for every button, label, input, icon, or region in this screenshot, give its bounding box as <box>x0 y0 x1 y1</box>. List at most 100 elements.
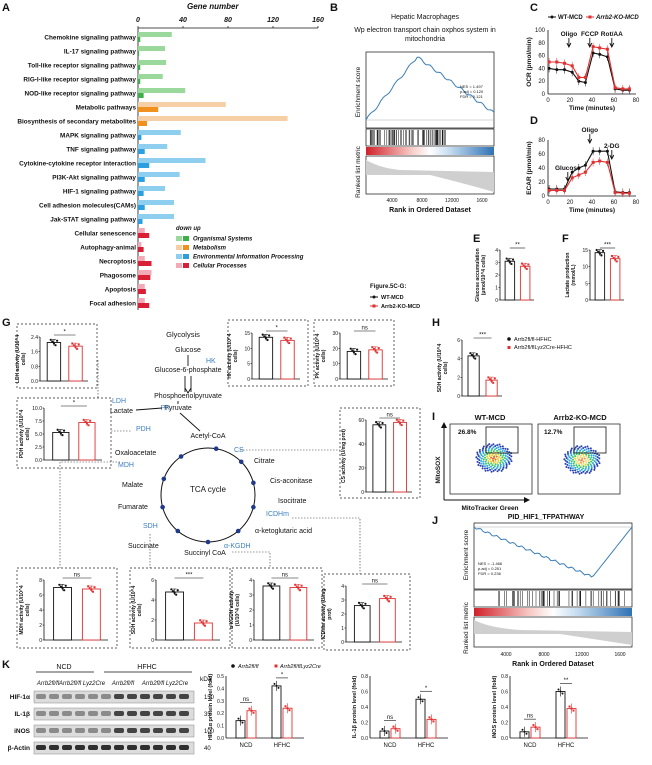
k-chart-datapoint <box>238 718 240 720</box>
panel-j-ylabel-bottom: Ranked list metric <box>463 601 470 653</box>
g-chart-1-datapoint <box>262 333 264 335</box>
panel-d-annot: Oligo <box>581 127 598 134</box>
panel-e-datapoint <box>506 257 508 259</box>
panel-h-datapoint <box>489 378 491 380</box>
k-blot-band <box>49 711 59 716</box>
g-chart-4-datapoint <box>378 425 380 427</box>
panel-i-flow-dot <box>480 463 482 465</box>
panel-a-legend-title: down up <box>176 226 201 232</box>
g-chart-1-datapoint <box>285 338 287 340</box>
panel-c-annot: Rot/AA <box>601 31 623 38</box>
panel-a-bar-up <box>138 74 163 79</box>
g-chart-8-datapoint <box>383 595 385 597</box>
panel-a-pathway-label: Cell adhesion molecules(CAMs) <box>39 203 136 210</box>
panel-a-bar-down <box>138 289 146 294</box>
panel-i-flow-dot <box>503 463 505 465</box>
panel-a-tick-label: 80 <box>224 17 232 24</box>
panel-a-bar-down <box>138 121 147 126</box>
panel-i-flow-dot <box>500 446 502 448</box>
k-chart-ytick: 0.2 <box>501 721 508 727</box>
panel-e-datapoint <box>523 264 525 266</box>
panel-i-flow-dot <box>507 456 509 458</box>
panel-i-flow-dot <box>497 464 499 466</box>
g-chart-0-ylabel-box: LDH activity (U/10^4 cells) <box>15 331 33 387</box>
g-chart-2-ylabel: PK activity (U/10^4 cells) <box>315 328 327 384</box>
panel-i-flow-dot <box>564 454 566 456</box>
panel-i-flow-dot <box>589 458 591 460</box>
panel-i-group-0: WT-MCD <box>475 413 506 422</box>
g-chart-3-bar <box>53 432 69 460</box>
panel-i-flow-dot <box>502 461 504 463</box>
panel-i-flow-dot <box>493 462 495 464</box>
panel-b-ylabel-bottom: Ranked list metric <box>355 145 362 197</box>
g-arrow-pyr-acetyl <box>180 413 200 431</box>
panel-i-flow-dot <box>585 464 587 466</box>
figure-legend-wt: WT-MCD <box>381 295 404 301</box>
k-blot-band <box>179 728 189 733</box>
panel-d-point <box>584 171 587 174</box>
k-chart-ytick: 0.6 <box>501 690 508 696</box>
panel-i-flow-dot <box>595 458 597 460</box>
panel-i-flow-dot <box>494 448 496 450</box>
panel-a-bar-down <box>138 37 140 42</box>
panel-i-flow-dot <box>506 463 508 465</box>
panel-a-pathway-label: Biosynthesis of secondary metabolites <box>17 119 136 126</box>
panel-a-bar-up <box>138 228 145 233</box>
g-chart-8-ytick: 4 <box>341 584 344 590</box>
panel-i-flow-dot <box>570 458 572 460</box>
panel-i-flow-dot <box>487 445 489 447</box>
g-tca-node <box>179 454 184 459</box>
panel-i-flow-dot <box>482 451 484 453</box>
panel-e-bar <box>520 266 530 300</box>
g-chart-7-datapoint <box>299 589 301 591</box>
panel-i-flow-dot <box>488 467 490 469</box>
panel-i-flow-dot <box>500 464 502 466</box>
panel-a-bar-up <box>138 116 288 121</box>
g-chart-0-datapoint <box>50 339 52 341</box>
panel-i-flow-dot <box>594 465 596 467</box>
panel-a-bar-up <box>138 214 174 219</box>
g-chart-8-ylabel: ICDHm activity (U/mg prot) <box>321 586 333 642</box>
panel-i-flow-dot <box>596 463 598 465</box>
panel-a-pathway-label: Focal adhesion <box>89 301 136 308</box>
g-chart-0-datapoint <box>78 343 80 345</box>
k-lane-2: Arrb2fl/fl <box>111 681 135 687</box>
panel-i-flow-dot <box>494 445 496 447</box>
g-chart-7-datapoint <box>294 584 296 586</box>
panel-e-ytick: 4 <box>495 248 498 254</box>
panel-i-flow-dot <box>594 467 596 469</box>
panel-i-flow-dot <box>580 445 582 447</box>
g-chart-3-datapoint <box>89 420 91 422</box>
panel-h-datapoint <box>469 352 471 354</box>
panel-i-flow-dot <box>588 450 590 452</box>
panel-c-ytick: 80 <box>538 41 545 47</box>
panel-a-pathway-label: Cellular senescence <box>75 231 137 238</box>
panel-f-datapoint <box>599 252 601 254</box>
panel-i-flow-dot <box>588 454 590 456</box>
g-lactate: Lactate <box>110 408 133 415</box>
g-chart-2-datapoint <box>354 353 356 355</box>
panel-c-ytick: 100 <box>535 28 546 34</box>
panel-i-flow-dot <box>580 466 582 468</box>
panel-i-flow-dot <box>586 458 588 460</box>
g-chart-0-datapoint <box>71 342 73 344</box>
k-chart-datapoint <box>429 716 431 718</box>
g-chart-6-datapoint <box>173 592 175 594</box>
panel-f-ytick: 10 <box>582 265 588 271</box>
panel-b-xtick: 4000 <box>386 198 397 204</box>
panel-i: I WT-MCD Arrb2-KO-MCD 26.8% 12.7% MitoSO… <box>432 411 620 512</box>
k-chart-datapoint <box>397 730 399 732</box>
g-chart-4-ylabel-box: CS activity (U/mg prot) <box>341 428 359 484</box>
g-tca-node <box>236 529 241 534</box>
k-blot-band <box>153 745 163 750</box>
g-chart-2-bar <box>369 350 382 379</box>
k-blot-band <box>49 745 59 750</box>
panel-j-xlabel: Rank in Ordered Dataset <box>512 661 594 668</box>
panel-i-flow-dot <box>591 467 593 469</box>
panel-i-flow-dot <box>588 462 590 464</box>
panel-i-flow-dot <box>493 446 495 448</box>
panel-b-metric-area <box>366 160 494 192</box>
panel-d-point <box>563 189 566 192</box>
g-tca-node <box>239 459 244 464</box>
g-chart-5-bar <box>54 588 72 641</box>
